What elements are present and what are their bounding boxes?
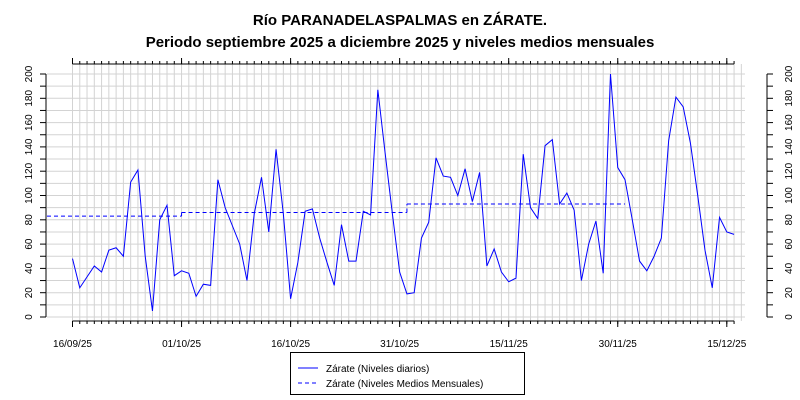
y-tick-label-left: 40 — [24, 262, 35, 274]
y-tick-label-left: 180 — [24, 90, 35, 107]
chart-subtitle: Periodo septiembre 2025 a diciembre 2025… — [145, 34, 655, 51]
x-tick-label: 16/09/25 — [53, 339, 92, 350]
x-tick-label: 01/10/25 — [162, 339, 201, 350]
y-tick-label-right: 20 — [784, 287, 795, 299]
chart-title: Río PARANADELASPALMAS en ZÁRATE. — [252, 12, 548, 29]
y-tick-label-left: 120 — [24, 162, 35, 179]
y-tick-label-left: 200 — [24, 65, 35, 82]
x-tick-label: 30/11/25 — [599, 339, 638, 350]
y-tick-label-right: 120 — [784, 162, 795, 179]
y-tick-label-right: 140 — [784, 138, 795, 155]
legend-daily-label: Zárate (Niveles diarios) — [326, 364, 429, 375]
y-tick-label-left: 0 — [24, 314, 35, 320]
x-tick-label: 16/10/25 — [271, 339, 310, 350]
y-tick-label-right: 40 — [784, 262, 795, 274]
y-tick-label-right: 60 — [784, 238, 795, 250]
y-tick-label-right: 0 — [784, 314, 795, 320]
x-tick-label: 15/11/25 — [490, 339, 529, 350]
y-tick-label-left: 80 — [24, 214, 35, 226]
y-tick-label-left: 140 — [24, 138, 35, 155]
y-tick-label-left: 100 — [24, 187, 35, 204]
x-tick-label: 15/12/25 — [707, 339, 746, 350]
y-tick-label-right: 80 — [784, 214, 795, 226]
daily-level-line — [72, 73, 735, 311]
y-tick-label-left: 60 — [24, 238, 35, 250]
legend-mean-label: Zárate (Niveles Medios Mensuales) — [326, 379, 483, 390]
y-tick-label-right: 180 — [784, 90, 795, 107]
y-tick-label-left: 160 — [24, 114, 35, 131]
y-tick-label-right: 160 — [784, 114, 795, 131]
grid — [47, 64, 745, 321]
y-tick-label-right: 100 — [784, 187, 795, 204]
y-tick-label-left: 20 — [24, 287, 35, 299]
y-tick-label-right: 200 — [784, 65, 795, 82]
legend: Zárate (Niveles diarios) Zárate (Niveles … — [290, 352, 525, 395]
legend-box — [290, 352, 525, 395]
x-tick-label: 31/10/25 — [380, 339, 419, 350]
